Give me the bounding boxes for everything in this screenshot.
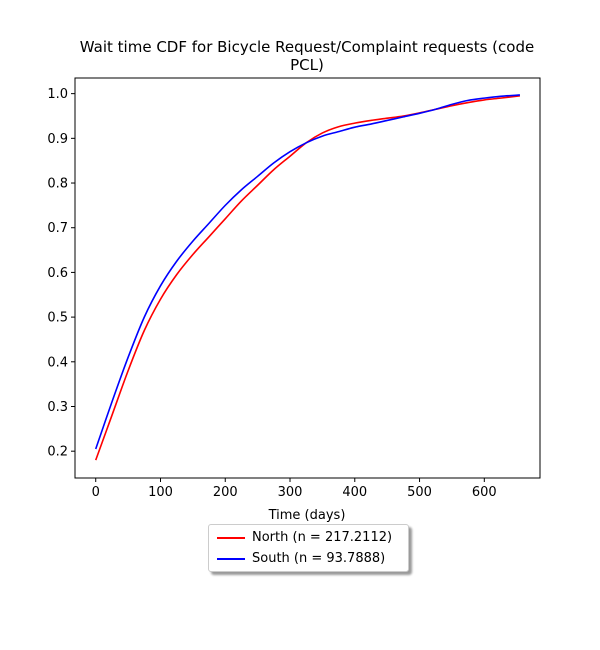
legend-swatch-south: [217, 558, 245, 560]
y-tick-label: 0.8: [47, 177, 68, 192]
y-tick-label: 0.7: [47, 221, 68, 236]
x-axis-label: Time (days): [268, 508, 346, 523]
legend-swatch-north: [217, 537, 245, 539]
y-tick-label: 1.0: [47, 87, 68, 102]
y-tick-label: 0.6: [47, 266, 68, 281]
legend-item-north: North (n = 217.2112): [209, 528, 408, 548]
legend-item-south: South (n = 93.7888): [209, 549, 408, 569]
ticks-layer: 0 100 200 300 400 500 600 0.2 0.3 0.4 0.5 0.6 0.7 0.8…: [47, 87, 496, 500]
chart-title-line-1: Wait time CDF for Bicycle Request/Compla…: [80, 38, 534, 56]
legend: North (n = 217.2112) South (n = 93.7888): [208, 524, 409, 572]
series-line-north: [94, 95, 521, 461]
legend-label-north: North (n = 217.2112): [252, 530, 393, 545]
y-tick-label: 0.5: [47, 311, 68, 326]
x-tick-label: 400: [342, 485, 367, 500]
chart-title-line-2: PCL): [290, 56, 324, 74]
x-tick-label: 100: [148, 485, 173, 500]
y-tick-label: 0.2: [47, 445, 68, 460]
y-tick-label: 0.9: [47, 132, 68, 147]
x-tick-label: 600: [472, 485, 497, 500]
x-tick-label: 300: [278, 485, 303, 500]
series-layer: [94, 94, 521, 461]
legend-label-south: South (n = 93.7888): [252, 551, 386, 566]
series-line-south: [94, 94, 520, 450]
x-tick-label: 0: [92, 485, 100, 500]
x-tick-label: 200: [213, 485, 238, 500]
plot-frame: [74, 77, 541, 479]
x-tick-label: 500: [407, 485, 432, 500]
y-tick-label: 0.3: [47, 400, 68, 415]
y-tick-label: 0.4: [47, 355, 68, 370]
